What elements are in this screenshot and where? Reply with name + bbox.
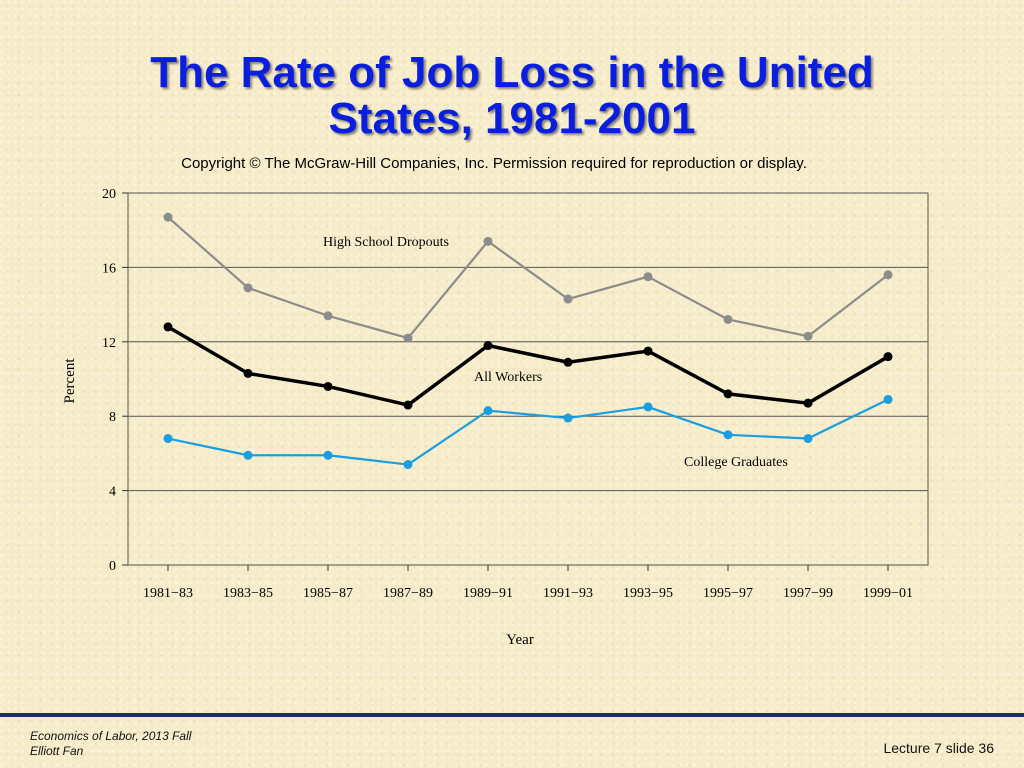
series-line (167, 398, 889, 466)
x-tick-label: 1981−83 (143, 586, 193, 601)
x-tick-label: 1985−87 (303, 586, 353, 601)
y-tick-label: 8 (109, 410, 116, 425)
data-point (723, 430, 733, 440)
series-label: High School Dropouts (323, 235, 449, 250)
data-point (323, 450, 333, 460)
footer-info: Economics of Labor, 2013 Fall Elliott Fa… (30, 729, 191, 759)
data-point (563, 294, 573, 304)
data-point (403, 400, 413, 410)
footer-author: Elliott Fan (30, 744, 84, 758)
data-point (883, 270, 893, 280)
data-point (243, 450, 253, 460)
y-tick-label: 16 (102, 261, 116, 276)
data-point (163, 322, 173, 332)
data-point (803, 434, 813, 444)
x-axis-label: Year (506, 632, 534, 648)
footer-course: Economics of Labor, 2013 Fall (30, 729, 192, 743)
x-tick-label: 1997−99 (783, 586, 833, 601)
data-point (243, 368, 253, 378)
series-line (167, 325, 889, 407)
y-tick-label: 20 (102, 187, 116, 202)
y-tick-label: 0 (109, 559, 116, 574)
slide-number: Lecture 7 slide 36 (883, 740, 994, 756)
data-point (883, 394, 893, 404)
data-point (323, 311, 333, 321)
series-line (167, 216, 889, 340)
data-point (643, 272, 653, 282)
plot-area (127, 192, 929, 566)
data-point (163, 212, 173, 222)
x-tick-label: 1989−91 (463, 586, 513, 601)
y-tick-label: 4 (109, 485, 116, 500)
slide-title: The Rate of Job Loss in the United State… (0, 50, 1024, 142)
series-label: College Graduates (684, 455, 788, 470)
x-tick-label: 1987−89 (383, 586, 433, 601)
x-tick-label: 1999−01 (863, 586, 913, 601)
y-axis-label: Percent (62, 358, 78, 404)
data-point (483, 236, 493, 246)
data-point (563, 413, 573, 423)
data-point (483, 406, 493, 416)
data-point (803, 331, 813, 341)
data-point (643, 402, 653, 412)
title-line-2: States, 1981-2001 (328, 94, 696, 143)
series-label: All Workers (474, 370, 542, 385)
data-point (643, 346, 653, 356)
data-point (563, 357, 573, 367)
footer-divider (0, 713, 1024, 717)
data-point (403, 333, 413, 343)
title-line-1: The Rate of Job Loss in the United (150, 48, 874, 97)
data-point (723, 314, 733, 324)
x-tick-label: 1993−95 (623, 586, 673, 601)
y-tick-label: 12 (102, 336, 116, 351)
data-point (483, 341, 493, 351)
x-tick-label: 1991−93 (543, 586, 593, 601)
data-point (163, 434, 173, 444)
data-point (723, 389, 733, 399)
data-point (243, 283, 253, 293)
x-tick-label: 1983−85 (223, 586, 273, 601)
x-tick-label: 1995−97 (703, 586, 753, 601)
data-point (803, 398, 813, 408)
data-point (883, 352, 893, 362)
data-point (323, 381, 333, 391)
data-point (403, 460, 413, 470)
copyright-notice: Copyright © The McGraw-Hill Companies, I… (181, 155, 807, 172)
